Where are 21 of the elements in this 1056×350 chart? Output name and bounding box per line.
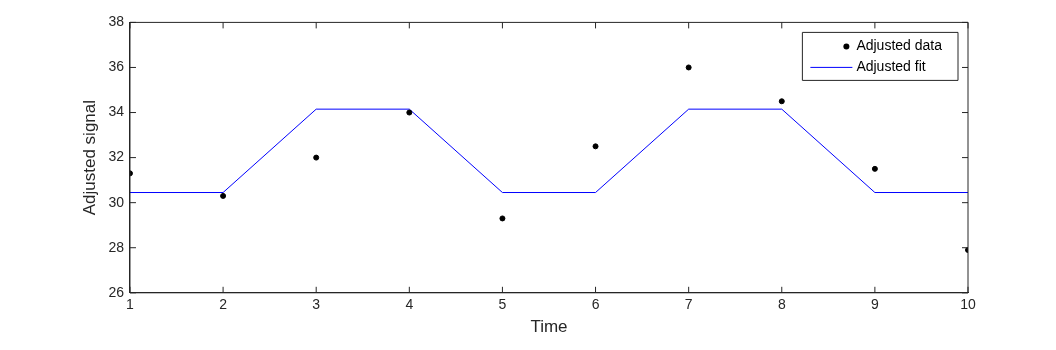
x-tick-label: 3: [312, 296, 321, 313]
x-tick-label: 1: [126, 296, 135, 313]
x-tick-label: 2: [219, 296, 228, 313]
x-tick-label: 9: [870, 296, 879, 313]
x-tick-label: 7: [684, 296, 693, 313]
y-tick-label: 38: [108, 13, 125, 30]
x-axis-title: Time: [530, 317, 568, 337]
legend-label: Adjusted data: [856, 37, 943, 54]
y-tick-label: 26: [108, 283, 125, 300]
y-axis-title: Adjusted signal: [79, 99, 99, 216]
x-tick-label: 10: [960, 296, 976, 313]
x-tick-label: 6: [591, 296, 600, 313]
x-tick-label: 5: [498, 296, 507, 313]
y-tick-label: 36: [108, 58, 125, 75]
legend-label: Adjusted fit: [856, 58, 926, 75]
y-tick-label: 32: [108, 148, 125, 165]
x-tick-label: 4: [405, 296, 414, 313]
y-tick-label: 30: [108, 193, 125, 210]
y-tick-label: 34: [108, 103, 125, 120]
x-tick-label: 8: [777, 296, 786, 313]
y-tick-label: 28: [108, 238, 125, 255]
